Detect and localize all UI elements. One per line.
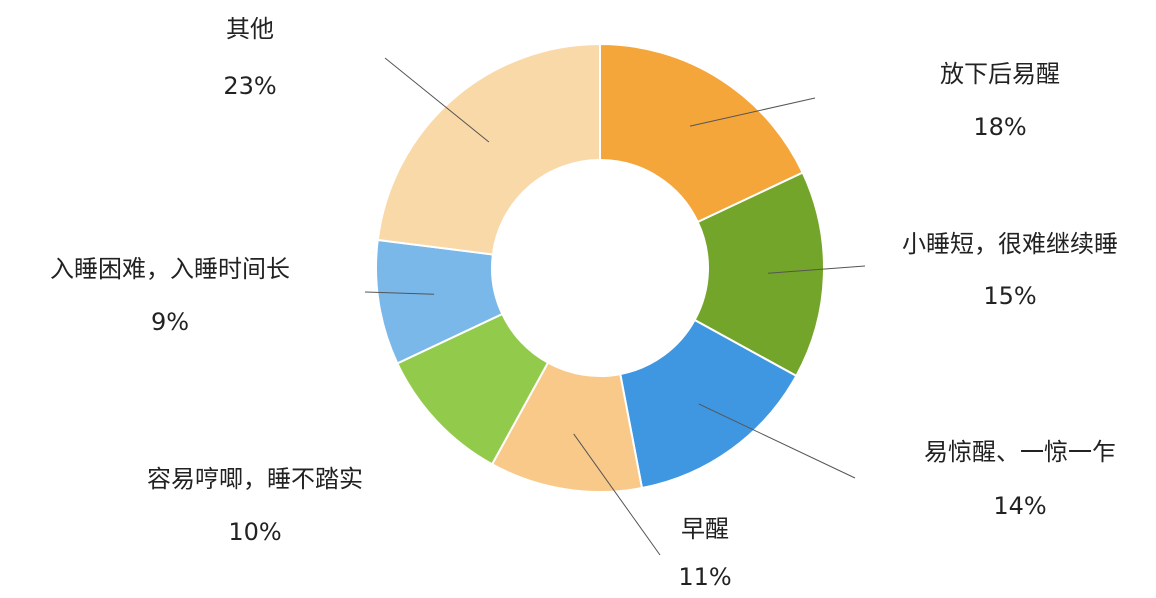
slice-value-label: 15% bbox=[983, 282, 1036, 310]
leader-line bbox=[364, 291, 435, 295]
slice-label: 入睡困难，入睡时间长 bbox=[50, 255, 290, 283]
slice-value-label: 18% bbox=[973, 113, 1026, 141]
donut-slice bbox=[619, 318, 798, 490]
leader-line bbox=[698, 403, 856, 479]
donut-slice bbox=[376, 42, 601, 256]
slice-label: 小睡短，很难继续睡 bbox=[902, 230, 1118, 258]
slice-value-label: 10% bbox=[228, 518, 281, 546]
leader-line bbox=[767, 265, 866, 274]
slice-label: 容易哼唧，睡不踏实 bbox=[147, 465, 363, 493]
slice-value-label: 9% bbox=[151, 308, 189, 336]
donut-slice bbox=[693, 171, 825, 378]
slice-label: 放下后易醒 bbox=[940, 60, 1060, 88]
donut-slice bbox=[599, 42, 805, 224]
slice-value-label: 23% bbox=[223, 72, 276, 100]
slice-value-label: 11% bbox=[678, 563, 731, 591]
leader-line bbox=[573, 433, 661, 556]
leader-line bbox=[689, 97, 816, 127]
slice-value-label: 14% bbox=[993, 492, 1046, 520]
slice-label: 其他 bbox=[226, 15, 274, 43]
slice-label: 早醒 bbox=[681, 515, 729, 543]
leader-line bbox=[384, 57, 490, 143]
slice-label: 易惊醒、一惊一乍 bbox=[924, 438, 1116, 466]
